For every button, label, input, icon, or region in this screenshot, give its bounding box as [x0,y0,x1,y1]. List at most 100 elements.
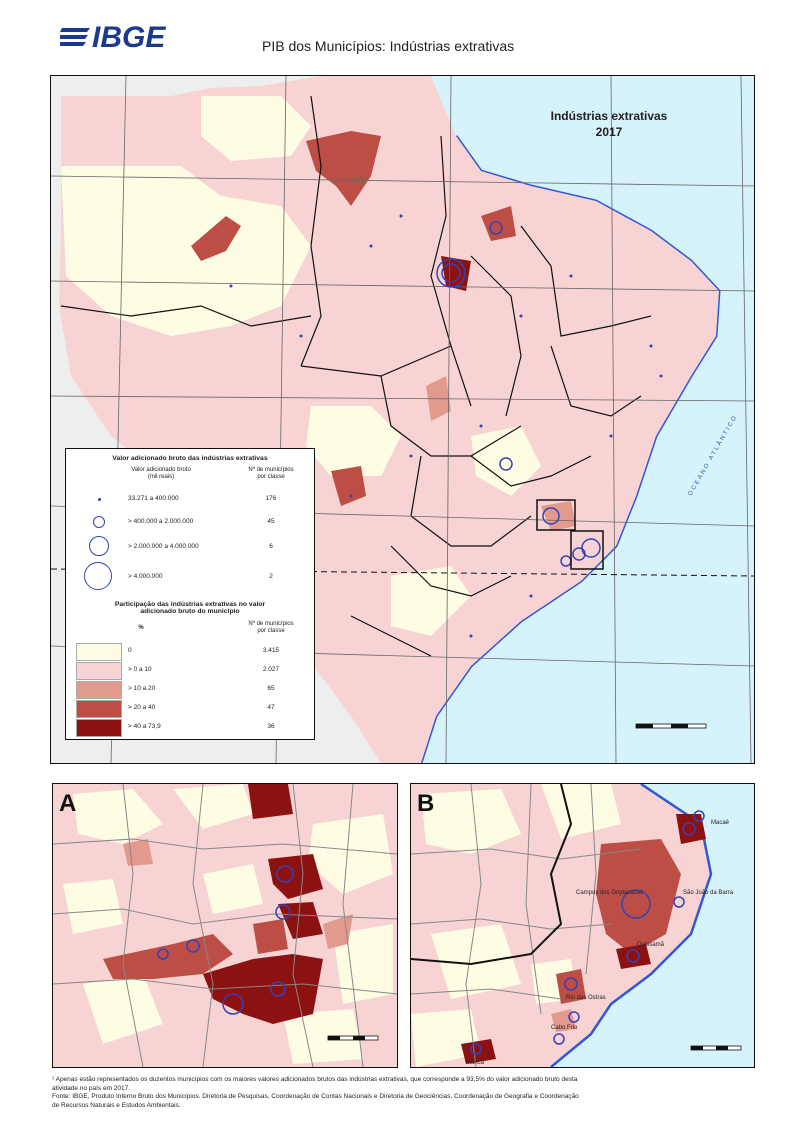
legend-section2-title-2: adicionado bruto do município [140,608,240,615]
symbol-large [436,258,466,288]
legend-count2-header: Nº de municípios por classe [241,621,301,635]
legend-share-count: 2.027 [262,666,280,673]
share-class-0-area [201,96,311,161]
legend-count-header-1: Nº de municípios [248,467,294,473]
inset-b-municipal-borders [411,784,642,1067]
legend-pct-header: % [138,625,144,631]
share-class-3-area [481,206,516,241]
symbol-dot-icon [98,498,101,501]
place-label: Quissamã [637,942,665,948]
symbol-medium [441,263,461,283]
share-swatch [76,662,122,680]
inset-b-place-labels: Quissamã Macaé Campos dos Goytacazes São… [466,820,734,1066]
inset-a-letter: A [59,790,77,817]
place-label: Macaé [711,820,730,826]
legend-share-count: 47 [267,704,275,711]
legend-share-label: > 40 a 73,9 [128,723,161,730]
legend-share-count: 65 [267,685,275,692]
tropic-of-capricorn [51,568,754,577]
inset-a-locator [536,499,576,531]
legend-share-label: 0 [128,647,132,654]
footnote-line: atividade no país em 2017. [52,1084,131,1092]
symbol-medium-circle-icon [89,536,109,556]
logo-text: IBGE [92,21,166,52]
legend: Valor adicionado bruto das indústrias ex… [65,448,315,740]
symbol-medium [542,507,560,525]
inset-b-letter: B [417,790,435,817]
inset-b-high-share [461,814,706,1064]
legend-symbol-count: 176 [265,495,277,502]
footnote-line: Fonte: IBGE, Produto Interno Bruto dos M… [52,1093,579,1100]
symbol-medium [499,457,513,471]
small-symbols [229,214,663,638]
legend-share-label: > 20 a 40 [128,704,156,711]
place-label: Maricá [466,1060,485,1066]
ocean [421,76,754,763]
map-title-line1: Indústrias extrativas [550,109,668,123]
inset-b-symbols [470,810,705,1055]
symbol-small-circle-icon [93,516,105,528]
inset-a-scale-bar [327,1035,379,1041]
legend-share-label: > 10 a 20 [128,685,156,692]
legend-symbol-row: > 400.000 a 2.000.000 45 [66,512,314,532]
value-symbols [436,221,601,567]
graticule [51,76,754,763]
legend-symbol-label: > 4.000.000 [128,573,163,580]
legend-count-header: Nº de municípios por classe [241,467,301,481]
legend-symbol-row: > 4.000.000 2 [66,562,314,590]
legend-value-header-1: Valor adicionado bruto [131,467,191,473]
legend-section2-title: Participação das indústrias extrativas n… [66,601,314,615]
legend-symbol-label: 33.271 a 400.000 [128,495,179,502]
inset-map-a: A [52,783,398,1068]
inset-b-locator [570,530,604,570]
legend-value-header-2: (mil reais) [147,474,175,480]
legend-share-row: 0 3.415 [66,641,314,661]
share-class-3-area [191,216,241,261]
legend-count2-header-1: Nº de municípios [248,621,294,627]
share-class-3-area [331,466,366,506]
inset-b-class-0 [411,784,621,1067]
scale-bar [635,723,707,729]
legend-value-header: Valor adicionado bruto (mil reais) [116,467,206,481]
place-label: São João da Barra [683,890,734,896]
place-label: Rio das Ostras [566,995,606,1001]
legend-symbol-count: 45 [267,518,275,525]
main-map: OCEANO ATLÂNTICO Indústrias extrativas 2… [50,75,755,764]
legend-symbol-count: 2 [269,573,273,580]
legend-share-row: > 20 a 40 47 [66,698,314,718]
legend-count2-header-2: por classe [257,628,285,634]
share-swatch [76,643,122,661]
legend-share-label: > 0 a 10 [128,666,152,673]
symbol-medium [489,221,503,235]
legend-section1-title: Valor adicionado bruto das indústrias ex… [112,455,268,462]
place-label: Cabo Frio [551,1025,578,1031]
logo-stripes-icon [57,28,90,46]
inset-map-b: Quissamã Macaé Campos dos Goytacazes São… [410,783,755,1068]
legend-share-row: > 0 a 10 2.027 [66,660,314,680]
legend-symbol-count: 6 [269,543,273,550]
share-class-3-area [306,131,381,206]
share-swatch [76,719,122,737]
symbol-medium [572,547,586,561]
map-title-line2: 2017 [595,125,623,139]
legend-symbol-label: > 2.000.000 a 4.000.000 [128,543,199,550]
share-class-0-area [306,406,401,476]
legend-symbol-label: > 400.000 a 2.000.000 [128,518,194,525]
document-title: PIB dos Municípios: Indústrias extrativa… [262,38,515,54]
legend-symbol-row: 33.271 a 400.000 176 [66,489,314,509]
legend-symbol-row: > 2.000.000 a 4.000.000 6 [66,536,314,557]
footnote-line: de Recursos Naturais e Estudos Ambientai… [52,1101,181,1109]
legend-count-header-2: por classe [257,474,285,480]
symbol-large-circle-icon [84,562,112,590]
legend-share-count: 36 [267,723,275,730]
legend-share-row: > 10 a 20 65 [66,679,314,699]
share-class-0-area [471,426,541,496]
share-swatch [76,681,122,699]
share-class-0-area [391,566,471,636]
legend-share-count: 3.415 [262,647,280,654]
state-borders [60,95,652,657]
inset-b-scale-bar [690,1045,742,1051]
legend-share-row: > 40 a 73,9 36 [66,717,314,737]
share-swatch [76,700,122,718]
legend-section2-title-1: Participação das indústrias extrativas n… [114,601,266,608]
